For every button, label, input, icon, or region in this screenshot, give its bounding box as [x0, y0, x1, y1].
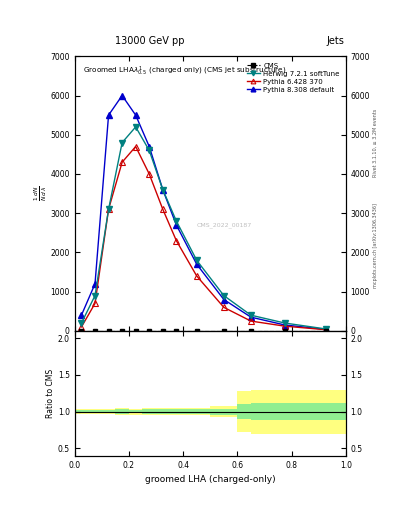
- Pythia 8.308 default: [133, 112, 138, 118]
- Pythia 6.428 370: [174, 238, 179, 244]
- Pythia 6.428 370: [160, 206, 165, 212]
- Pythia 8.308 default: [93, 281, 97, 287]
- Y-axis label: Ratio to CMS: Ratio to CMS: [46, 369, 55, 418]
- CMS: [106, 328, 111, 334]
- Pythia 8.308 default: [120, 93, 125, 99]
- Pythia 6.428 370: [93, 301, 97, 307]
- Line: Pythia 6.428 370: Pythia 6.428 370: [79, 144, 328, 332]
- Line: Pythia 8.308 default: Pythia 8.308 default: [79, 93, 328, 332]
- Pythia 6.428 370: [79, 324, 84, 330]
- CMS: [195, 328, 199, 334]
- CMS: [147, 328, 152, 334]
- Herwig 7.2.1 softTune: [79, 320, 84, 326]
- Pythia 6.428 370: [323, 327, 328, 333]
- Herwig 7.2.1 softTune: [147, 147, 152, 154]
- CMS: [249, 328, 253, 334]
- Text: CMS_2022_00187: CMS_2022_00187: [196, 223, 252, 228]
- Pythia 6.428 370: [106, 206, 111, 212]
- Text: Jets: Jets: [326, 35, 344, 46]
- CMS: [93, 328, 97, 334]
- CMS: [79, 328, 84, 334]
- Pythia 8.308 default: [283, 322, 287, 328]
- Pythia 8.308 default: [195, 261, 199, 267]
- CMS: [283, 328, 287, 334]
- Y-axis label: $\frac{1}{N}\frac{dN}{d\,\lambda}$: $\frac{1}{N}\frac{dN}{d\,\lambda}$: [33, 186, 49, 201]
- Pythia 6.428 370: [249, 318, 253, 324]
- Pythia 8.308 default: [160, 186, 165, 193]
- Pythia 8.308 default: [106, 112, 111, 118]
- Pythia 8.308 default: [79, 312, 84, 318]
- Pythia 6.428 370: [133, 143, 138, 150]
- Pythia 8.308 default: [147, 143, 152, 150]
- Text: 13000 GeV pp: 13000 GeV pp: [115, 35, 184, 46]
- Legend: CMS, Herwig 7.2.1 softTune, Pythia 6.428 370, Pythia 8.308 default: CMS, Herwig 7.2.1 softTune, Pythia 6.428…: [244, 60, 342, 96]
- Herwig 7.2.1 softTune: [249, 312, 253, 318]
- Pythia 8.308 default: [174, 222, 179, 228]
- CMS: [133, 328, 138, 334]
- Herwig 7.2.1 softTune: [160, 186, 165, 193]
- X-axis label: groomed LHA (charged-only): groomed LHA (charged-only): [145, 475, 275, 484]
- Herwig 7.2.1 softTune: [120, 140, 125, 146]
- Line: Herwig 7.2.1 softTune: Herwig 7.2.1 softTune: [79, 124, 328, 332]
- Pythia 6.428 370: [147, 171, 152, 177]
- CMS: [120, 328, 125, 334]
- Text: Rivet 3.1.10, ≥ 3.2M events: Rivet 3.1.10, ≥ 3.2M events: [373, 109, 378, 178]
- Herwig 7.2.1 softTune: [93, 292, 97, 298]
- Line: CMS: CMS: [79, 329, 328, 333]
- Pythia 8.308 default: [323, 326, 328, 332]
- CMS: [174, 328, 179, 334]
- Pythia 6.428 370: [222, 304, 226, 310]
- Pythia 6.428 370: [283, 323, 287, 329]
- Text: Groomed LHA$\lambda^{1}_{0.5}$ (charged only) (CMS jet substructure): Groomed LHA$\lambda^{1}_{0.5}$ (charged …: [83, 65, 286, 78]
- Text: mcplots.cern.ch [arXiv:1306.3436]: mcplots.cern.ch [arXiv:1306.3436]: [373, 203, 378, 288]
- Pythia 6.428 370: [195, 273, 199, 279]
- Herwig 7.2.1 softTune: [283, 320, 287, 326]
- Herwig 7.2.1 softTune: [195, 257, 199, 263]
- Herwig 7.2.1 softTune: [174, 218, 179, 224]
- Herwig 7.2.1 softTune: [133, 124, 138, 130]
- CMS: [222, 328, 226, 334]
- Herwig 7.2.1 softTune: [323, 326, 328, 332]
- CMS: [160, 328, 165, 334]
- Herwig 7.2.1 softTune: [106, 206, 111, 212]
- Herwig 7.2.1 softTune: [222, 292, 226, 298]
- Pythia 8.308 default: [222, 296, 226, 303]
- CMS: [323, 328, 328, 334]
- Pythia 6.428 370: [120, 159, 125, 165]
- Pythia 8.308 default: [249, 314, 253, 320]
